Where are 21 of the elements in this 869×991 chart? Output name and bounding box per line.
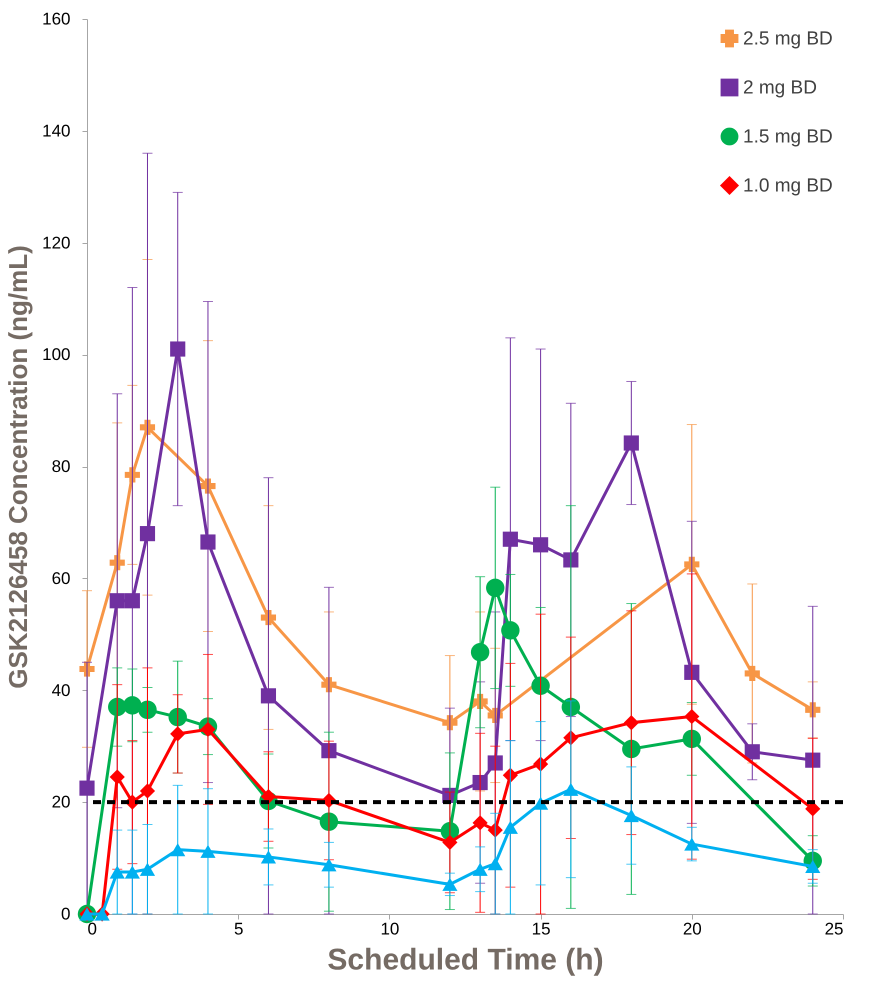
x-tick-label: 15 <box>532 920 551 938</box>
y-tick-label: 0 <box>61 904 70 924</box>
legend-label: 2 mg BD <box>743 78 817 98</box>
x-axis-title: Scheduled Time (h) <box>327 944 604 976</box>
y-tick-label: 100 <box>42 345 70 364</box>
y-tick-label: 40 <box>52 680 70 700</box>
y-tick-label: 160 <box>42 10 70 28</box>
y-tick-label: 120 <box>42 233 70 252</box>
y-tick-label: 60 <box>52 568 70 588</box>
x-tick-label: 25 <box>824 920 844 938</box>
y-tick-label: 80 <box>52 457 70 476</box>
x-tick-label: 5 <box>234 920 244 938</box>
y-axis-title: GSK2126458 Concentration (ng/mL) <box>3 245 34 689</box>
legend-label: 2.5 mg BD <box>743 28 833 50</box>
legend-label: 1.5 mg BD <box>743 126 833 148</box>
x-tick-label: 10 <box>380 920 400 938</box>
x-tick-label: 0 <box>88 920 97 938</box>
x-tick-label: 20 <box>682 920 702 938</box>
y-tick-label: 20 <box>52 792 70 812</box>
y-tick-label: 140 <box>42 121 70 140</box>
legend-label: 1.0 mg BD <box>743 176 833 196</box>
